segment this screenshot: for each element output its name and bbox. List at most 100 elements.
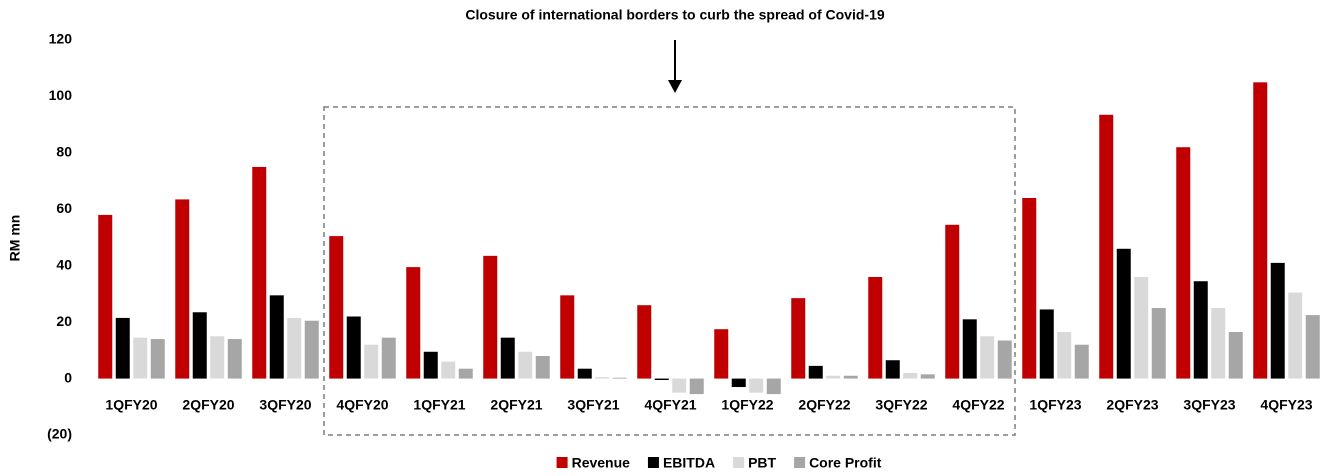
bar bbox=[192, 312, 207, 379]
bar bbox=[1099, 114, 1114, 379]
bar bbox=[535, 356, 550, 379]
bar bbox=[364, 344, 379, 379]
bar bbox=[560, 295, 575, 379]
bar bbox=[1305, 315, 1320, 379]
x-tick-label: 3QFY23 bbox=[1183, 397, 1235, 413]
arrow-head bbox=[668, 80, 682, 93]
x-tick-label: 3QFY22 bbox=[875, 397, 927, 413]
bar bbox=[808, 365, 823, 379]
x-tick-label: 2QFY22 bbox=[798, 397, 850, 413]
bar bbox=[672, 378, 687, 393]
legend-label: Core Profit bbox=[809, 455, 882, 471]
bar bbox=[1193, 281, 1208, 379]
x-tick-label: 1QFY20 bbox=[105, 397, 157, 413]
x-tick-label: 3QFY21 bbox=[567, 397, 619, 413]
bar bbox=[689, 378, 704, 395]
bar bbox=[518, 351, 533, 379]
bar bbox=[1116, 248, 1131, 379]
bar bbox=[500, 337, 515, 379]
bar bbox=[133, 337, 148, 379]
bar bbox=[920, 374, 935, 379]
bar bbox=[252, 166, 267, 379]
bar bbox=[980, 336, 995, 379]
bar bbox=[227, 339, 242, 379]
legend-swatch bbox=[556, 457, 568, 468]
legend-label: Revenue bbox=[572, 455, 631, 471]
bar bbox=[945, 224, 960, 379]
y-tick-label: 120 bbox=[49, 31, 73, 47]
bar bbox=[766, 378, 781, 395]
bar bbox=[115, 317, 130, 379]
bar bbox=[441, 361, 456, 379]
bar bbox=[458, 368, 473, 379]
bar bbox=[577, 368, 592, 379]
y-tick-label: 0 bbox=[64, 369, 72, 385]
x-tick-label: 2QFY21 bbox=[490, 397, 542, 413]
x-tick-label: 4QFY20 bbox=[336, 397, 388, 413]
bar bbox=[595, 377, 610, 379]
legend-swatch bbox=[647, 457, 659, 468]
bar bbox=[423, 351, 438, 379]
bar bbox=[612, 377, 627, 379]
bar bbox=[1074, 344, 1089, 379]
y-axis-label: RM mn bbox=[7, 215, 23, 262]
bar bbox=[1022, 198, 1037, 379]
bar bbox=[749, 378, 764, 393]
bar bbox=[843, 375, 858, 379]
bar bbox=[346, 316, 361, 379]
legend-label: PBT bbox=[748, 455, 776, 471]
bar bbox=[1253, 82, 1268, 379]
bar bbox=[1039, 309, 1054, 379]
bar bbox=[287, 317, 302, 379]
y-tick-label: 20 bbox=[56, 313, 72, 329]
bar bbox=[997, 340, 1012, 379]
bar bbox=[406, 267, 421, 379]
y-tick-label: 40 bbox=[56, 256, 72, 272]
annotation: Closure of international borders to curb… bbox=[465, 7, 884, 23]
bar bbox=[826, 375, 841, 379]
bar bbox=[210, 336, 225, 379]
bar bbox=[654, 378, 669, 380]
bar bbox=[483, 255, 498, 379]
x-tick-label: 1QFY21 bbox=[413, 397, 465, 413]
bar bbox=[304, 320, 319, 379]
bar bbox=[885, 360, 900, 379]
x-tick-label: 1QFY23 bbox=[1029, 397, 1081, 413]
bar bbox=[1176, 147, 1191, 379]
bar bbox=[791, 298, 806, 379]
x-tick-label: 4QFY22 bbox=[952, 397, 1004, 413]
y-tick-label: (20) bbox=[47, 426, 72, 442]
bar bbox=[903, 372, 918, 379]
x-tick-label: 3QFY20 bbox=[259, 397, 311, 413]
bar bbox=[1057, 332, 1072, 379]
y-tick-label: 100 bbox=[49, 87, 73, 103]
y-tick-label: 60 bbox=[56, 200, 72, 216]
bar bbox=[98, 214, 113, 379]
x-tick-label: 2QFY23 bbox=[1106, 397, 1158, 413]
bar bbox=[1270, 262, 1285, 379]
bar bbox=[1151, 308, 1166, 379]
legend-label: EBITDA bbox=[663, 455, 715, 471]
bar bbox=[269, 295, 284, 379]
bar bbox=[868, 277, 883, 379]
legend-swatch bbox=[733, 457, 745, 468]
bar bbox=[1211, 308, 1226, 379]
bar bbox=[714, 329, 729, 379]
y-tick-label: 80 bbox=[56, 144, 72, 160]
bar bbox=[150, 339, 165, 379]
x-tick-label: 2QFY20 bbox=[182, 397, 234, 413]
bar bbox=[1134, 277, 1149, 379]
x-tick-label: 4QFY23 bbox=[1260, 397, 1312, 413]
bar bbox=[329, 236, 344, 379]
legend-swatch bbox=[794, 457, 806, 468]
highlight-box bbox=[323, 106, 1016, 436]
bar bbox=[381, 337, 396, 379]
bar bbox=[175, 199, 190, 379]
bar bbox=[962, 319, 977, 379]
x-tick-label: 4QFY21 bbox=[644, 397, 696, 413]
bar bbox=[1228, 332, 1243, 379]
bar bbox=[637, 305, 652, 379]
bar bbox=[731, 378, 746, 388]
bar bbox=[1288, 292, 1303, 379]
